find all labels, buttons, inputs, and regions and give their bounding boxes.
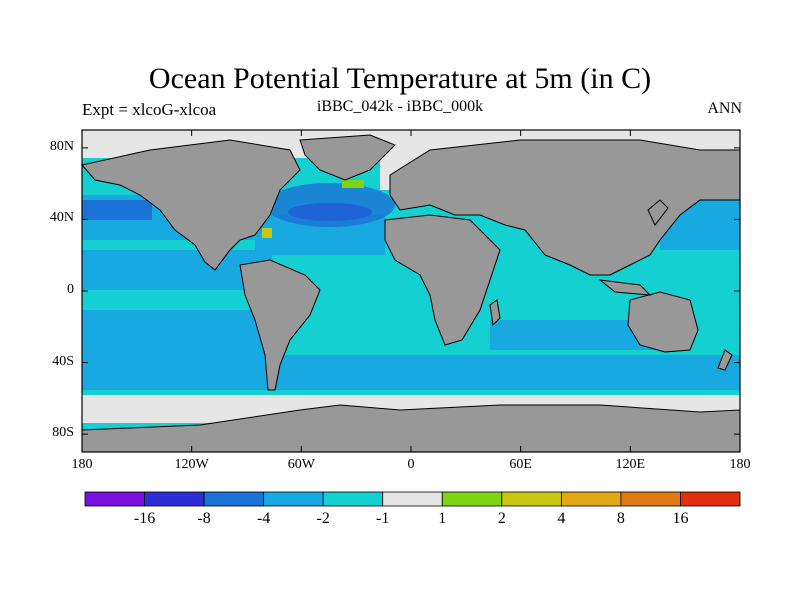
colorbar-label: -8 <box>197 510 211 527</box>
madagascar <box>489 299 501 327</box>
colorbar-swatch <box>382 491 443 507</box>
south-america <box>239 259 321 391</box>
indonesia <box>598 279 652 296</box>
colorbar-swatch <box>441 491 503 507</box>
axis-ticks <box>81 130 741 452</box>
colorbar-label: 2 <box>497 510 506 527</box>
experiment-label: Expt = xlcoG-xlcoa <box>82 100 217 119</box>
lon-tick-label: 60W <box>287 457 315 472</box>
lat-tick-label: 0 <box>67 282 74 297</box>
lon-tick-label: 120E <box>615 457 646 472</box>
colorbar-swatch <box>263 491 324 507</box>
colorbar-label: -1 <box>376 510 390 527</box>
japan <box>647 199 669 226</box>
greenland <box>299 134 396 181</box>
colorbar-label: 1 <box>438 510 447 527</box>
season-label: ANN <box>707 100 742 117</box>
lat-tick-label: 80N <box>49 138 74 154</box>
labrador-warm <box>342 180 364 188</box>
colorbar-label: -4 <box>256 510 271 527</box>
colorbar-swatch <box>203 491 265 507</box>
lon-tick-label: 0 <box>407 457 415 472</box>
lon-tick-label: 120W <box>174 457 209 472</box>
colorbar-swatch <box>144 491 205 507</box>
south-pacific-band <box>82 310 282 360</box>
colorbar-swatch <box>84 491 145 507</box>
southern-ocean-band <box>82 355 740 390</box>
africa <box>384 214 501 346</box>
colorbar-swatch <box>322 491 384 507</box>
new-zealand <box>717 349 733 371</box>
land-masses <box>81 134 741 453</box>
lon-tick-label: 180 <box>729 457 751 472</box>
north-atlantic-cold-ring <box>265 183 395 227</box>
colorbar-label: 8 <box>616 510 625 527</box>
colorbar-label: 4 <box>557 510 566 527</box>
europe-asia <box>389 139 741 276</box>
colorbar-swatch <box>560 491 622 507</box>
north-pacific-cold <box>82 200 152 220</box>
colorbar-label: 16 <box>672 510 689 527</box>
difference-label: iBBC_042k - iBBC_000k <box>316 98 484 115</box>
colorbar-swatch <box>501 491 562 507</box>
australia <box>627 291 699 353</box>
map-title: Ocean Potential Temperature at 5m (in C) <box>148 62 652 95</box>
lat-tick-label: 40N <box>49 210 74 226</box>
north-america <box>81 139 301 271</box>
colorbar-label: -2 <box>316 510 330 527</box>
lat-tick-label: 80S <box>52 425 74 441</box>
lon-tick-label: 60E <box>509 457 532 472</box>
colorbar-label: -16 <box>133 510 156 527</box>
colorbar-swatch <box>680 491 741 507</box>
gom-warm <box>262 228 272 238</box>
lat-tick-label: 40S <box>52 353 74 369</box>
lon-tick-label: 180 <box>71 457 93 472</box>
colorbar-swatch <box>620 491 681 507</box>
